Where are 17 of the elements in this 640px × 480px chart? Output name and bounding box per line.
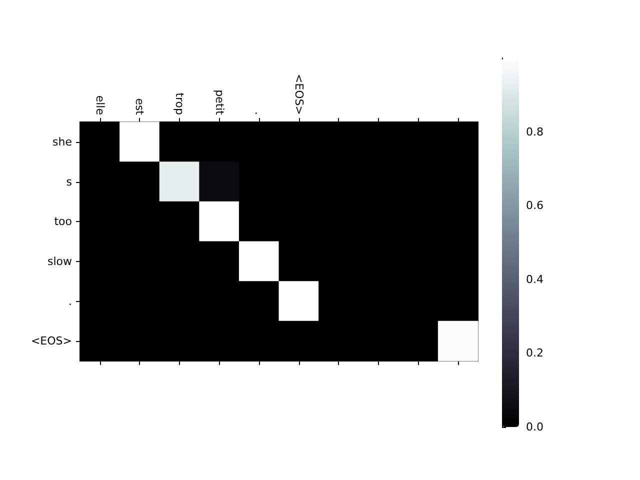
x-tick-label: <EOS> [292,74,306,115]
y-tick-label: . [68,294,72,308]
y-tick-label: s [66,175,72,188]
color-bar-label: 0.6 [526,199,544,212]
x-tick-label: elle [93,95,106,116]
y-tick-label: too [54,215,72,228]
x-tick-label: est [133,98,146,116]
x-tick-label: trop [173,92,186,116]
y-tick-label: slow [47,254,72,268]
y-tick-label: she [52,135,72,148]
x-tick-label: . [252,112,266,115]
y-tick-label: <EOS> [30,334,72,348]
color-bar-label: 0.0 [526,420,544,434]
x-tick-label: petit [212,90,226,116]
color-bar-label: 0.4 [526,272,544,286]
color-bar-label: 0.2 [526,346,544,360]
color-bar-label: 0.8 [526,125,544,138]
